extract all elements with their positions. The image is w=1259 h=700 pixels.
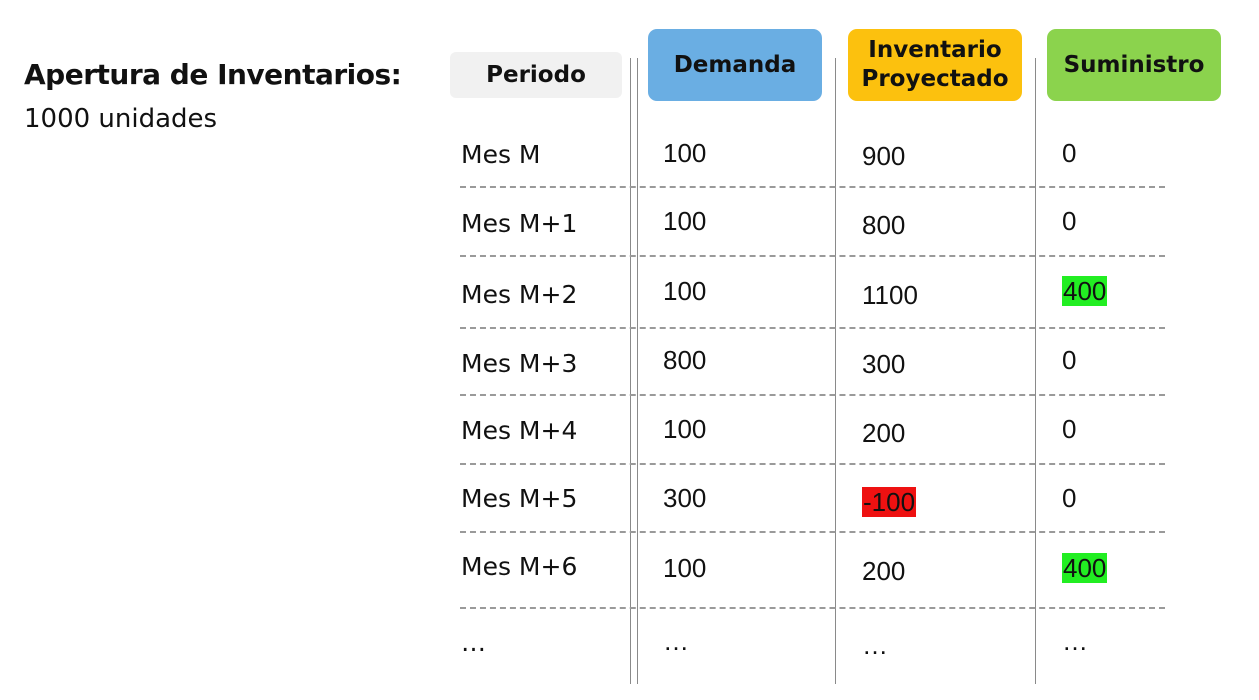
header-inventario-line1: Inventario <box>868 37 1002 63</box>
cell-demanda: 300 <box>663 483 707 513</box>
cell-inventario-highlight: -100 <box>862 487 917 517</box>
header-inventario-line2: Proyectado <box>861 66 1009 92</box>
header-demanda: Demanda <box>648 29 822 101</box>
cell-periodo: Mes M+6 <box>461 552 578 581</box>
cell-demanda: 100 <box>663 414 707 444</box>
page-subtitle: 1000 unidades <box>24 104 218 134</box>
header-inventario-proyectado: Inventario Proyectado <box>848 29 1022 101</box>
shortage-badge: -100 <box>862 487 917 517</box>
cell-periodo: Mes M <box>461 140 541 169</box>
column-divider <box>637 58 638 684</box>
cell-inventario: 300 <box>862 349 906 379</box>
cell-suministro-highlight: 400 <box>1062 553 1108 583</box>
cell-suministro: 0 <box>1062 345 1077 375</box>
row-divider <box>460 186 1165 188</box>
cell-suministro-ellipsis: … <box>1062 626 1088 656</box>
cell-demanda: 100 <box>663 553 707 583</box>
cell-suministro-highlight: 400 <box>1062 276 1108 306</box>
cell-periodo: Mes M+3 <box>461 349 578 378</box>
cell-inventario: 200 <box>862 556 906 586</box>
row-divider <box>460 463 1165 465</box>
row-divider <box>460 531 1165 533</box>
supply-order-badge: 400 <box>1062 276 1108 306</box>
cell-demanda: 100 <box>663 138 707 168</box>
row-divider <box>460 394 1165 396</box>
cell-suministro: 0 <box>1062 206 1077 236</box>
cell-periodo: Mes M+4 <box>461 416 578 445</box>
cell-periodo-ellipsis: … <box>461 628 486 657</box>
cell-suministro: 0 <box>1062 414 1077 444</box>
cell-suministro: 0 <box>1062 138 1077 168</box>
page-title: Apertura de Inventarios: <box>24 58 402 91</box>
column-divider <box>835 58 836 684</box>
cell-inventario: 900 <box>862 141 906 171</box>
cell-periodo: Mes M+1 <box>461 209 578 238</box>
header-suministro: Suministro <box>1047 29 1221 101</box>
cell-demanda-ellipsis: … <box>663 626 689 656</box>
column-divider <box>1035 58 1036 684</box>
cell-periodo: Mes M+2 <box>461 280 578 309</box>
supply-order-badge: 400 <box>1062 553 1108 583</box>
cell-inventario: 1100 <box>862 280 918 310</box>
header-periodo: Periodo <box>450 52 622 98</box>
cell-inventario-ellipsis: … <box>862 630 888 660</box>
cell-suministro: 0 <box>1062 483 1077 513</box>
column-divider <box>630 58 631 684</box>
cell-demanda: 100 <box>663 206 707 236</box>
cell-inventario: 200 <box>862 418 906 448</box>
row-divider <box>460 607 1165 609</box>
cell-inventario: 800 <box>862 210 906 240</box>
cell-periodo: Mes M+5 <box>461 484 578 513</box>
row-divider <box>460 327 1165 329</box>
cell-demanda: 100 <box>663 276 707 306</box>
row-divider <box>460 255 1165 257</box>
cell-demanda: 800 <box>663 345 707 375</box>
